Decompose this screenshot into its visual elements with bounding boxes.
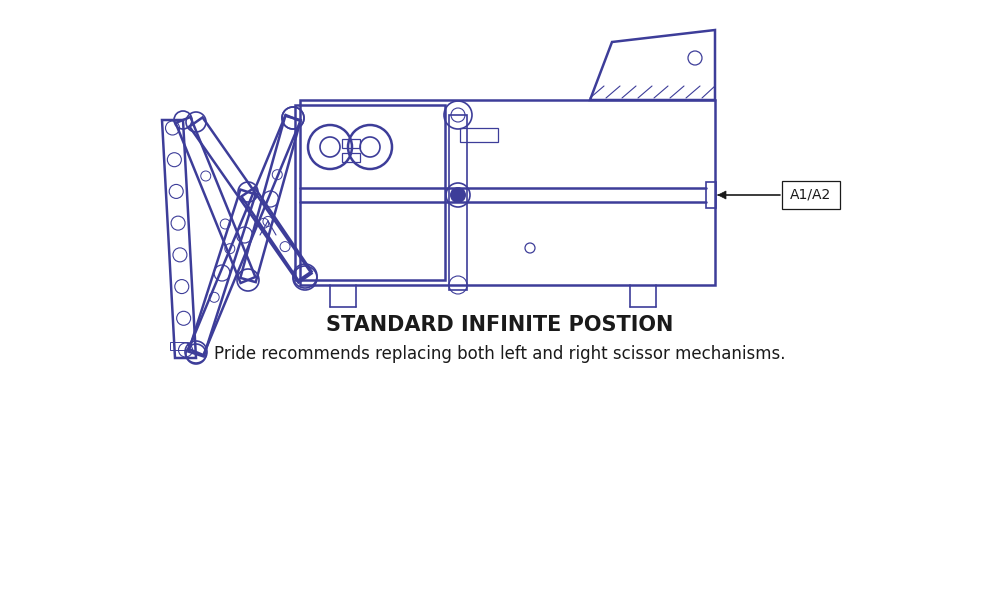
Text: Pride recommends replacing both left and right scissor mechanisms.: Pride recommends replacing both left and… [214, 345, 786, 363]
Bar [342, 153, 360, 162]
Polygon shape [718, 191, 726, 199]
Bar [300, 100, 715, 285]
Text: STANDARD INFINITE POSTION: STANDARD INFINITE POSTION [326, 315, 674, 335]
Bar [295, 105, 445, 280]
Bar [460, 128, 498, 142]
Bar [170, 342, 188, 350]
Circle shape [450, 187, 466, 203]
Bar [782, 181, 840, 209]
Bar [706, 182, 716, 208]
Bar [342, 139, 360, 148]
Text: A1/A2: A1/A2 [790, 188, 832, 202]
